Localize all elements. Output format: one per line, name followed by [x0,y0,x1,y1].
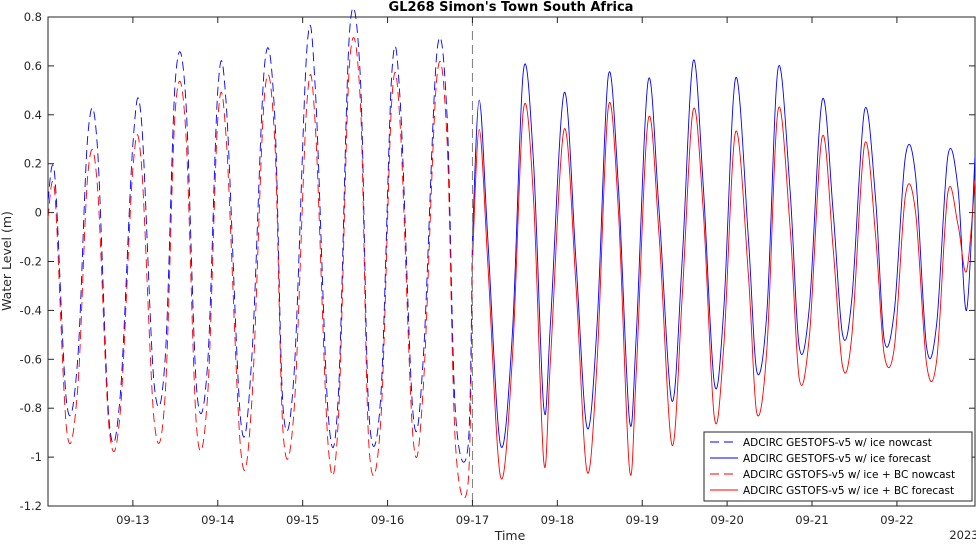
x-tick-label: 09-14 [201,513,234,527]
x-axis-label: Time [494,528,526,541]
y-tick-label: 0.2 [24,157,42,171]
series-line-3 [472,102,976,480]
legend-entry-0: ADCIRC GESTOFS-v5 w/ ice nowcast [743,437,932,449]
x-tick-label: 09-17 [456,513,489,527]
x-tick-label: 09-22 [880,513,913,527]
series-line-2 [47,37,473,499]
y-tick-label: -0.8 [20,401,42,415]
x-tick-label: 09-20 [710,513,743,527]
series-layer [47,7,976,499]
year-label: 2023 [949,528,976,541]
legend: ADCIRC GESTOFS-v5 w/ ice nowcast ADCIRC G… [703,431,973,502]
y-tick-label: 0.6 [24,59,42,73]
legend-box [703,431,973,502]
x-tick-label: 09-19 [626,513,659,527]
y-tick-label: -1.2 [20,499,42,513]
x-tick-label: 09-13 [116,513,149,527]
ticks-layer: 09-13 09-14 09-15 09-16 09-17 09-18 09-19 09-20… [20,10,975,527]
x-tick-label: 09-16 [371,513,404,527]
y-tick-label: 0.8 [24,10,42,24]
x-tick-label: 09-21 [795,513,828,527]
series-line-0 [47,7,473,463]
chart-title: GL268 Simon's Town South Africa [389,0,634,15]
y-tick-label: -0.4 [20,303,42,317]
y-tick-label: 0.4 [24,108,42,122]
plot-area [47,16,976,507]
y-tick-label: 0 [35,206,42,220]
legend-entry-1: ADCIRC GESTOFS-v5 w/ ice forecast [743,453,931,465]
y-tick-label: -0.2 [20,255,42,269]
y-tick-label: -0.6 [20,352,42,366]
x-tick-label: 09-15 [286,513,319,527]
legend-entry-3: ADCIRC GSTOFS-v5 w/ ice + BC forecast [743,485,954,497]
y-tick-label: -1 [31,450,42,464]
x-tick-label: 09-18 [541,513,574,527]
legend-entry-2: ADCIRC GSTOFS-v5 w/ ice + BC nowcast [743,469,955,481]
y-axis-label: Water Level (m) [0,211,14,311]
series-line-1 [472,59,976,448]
